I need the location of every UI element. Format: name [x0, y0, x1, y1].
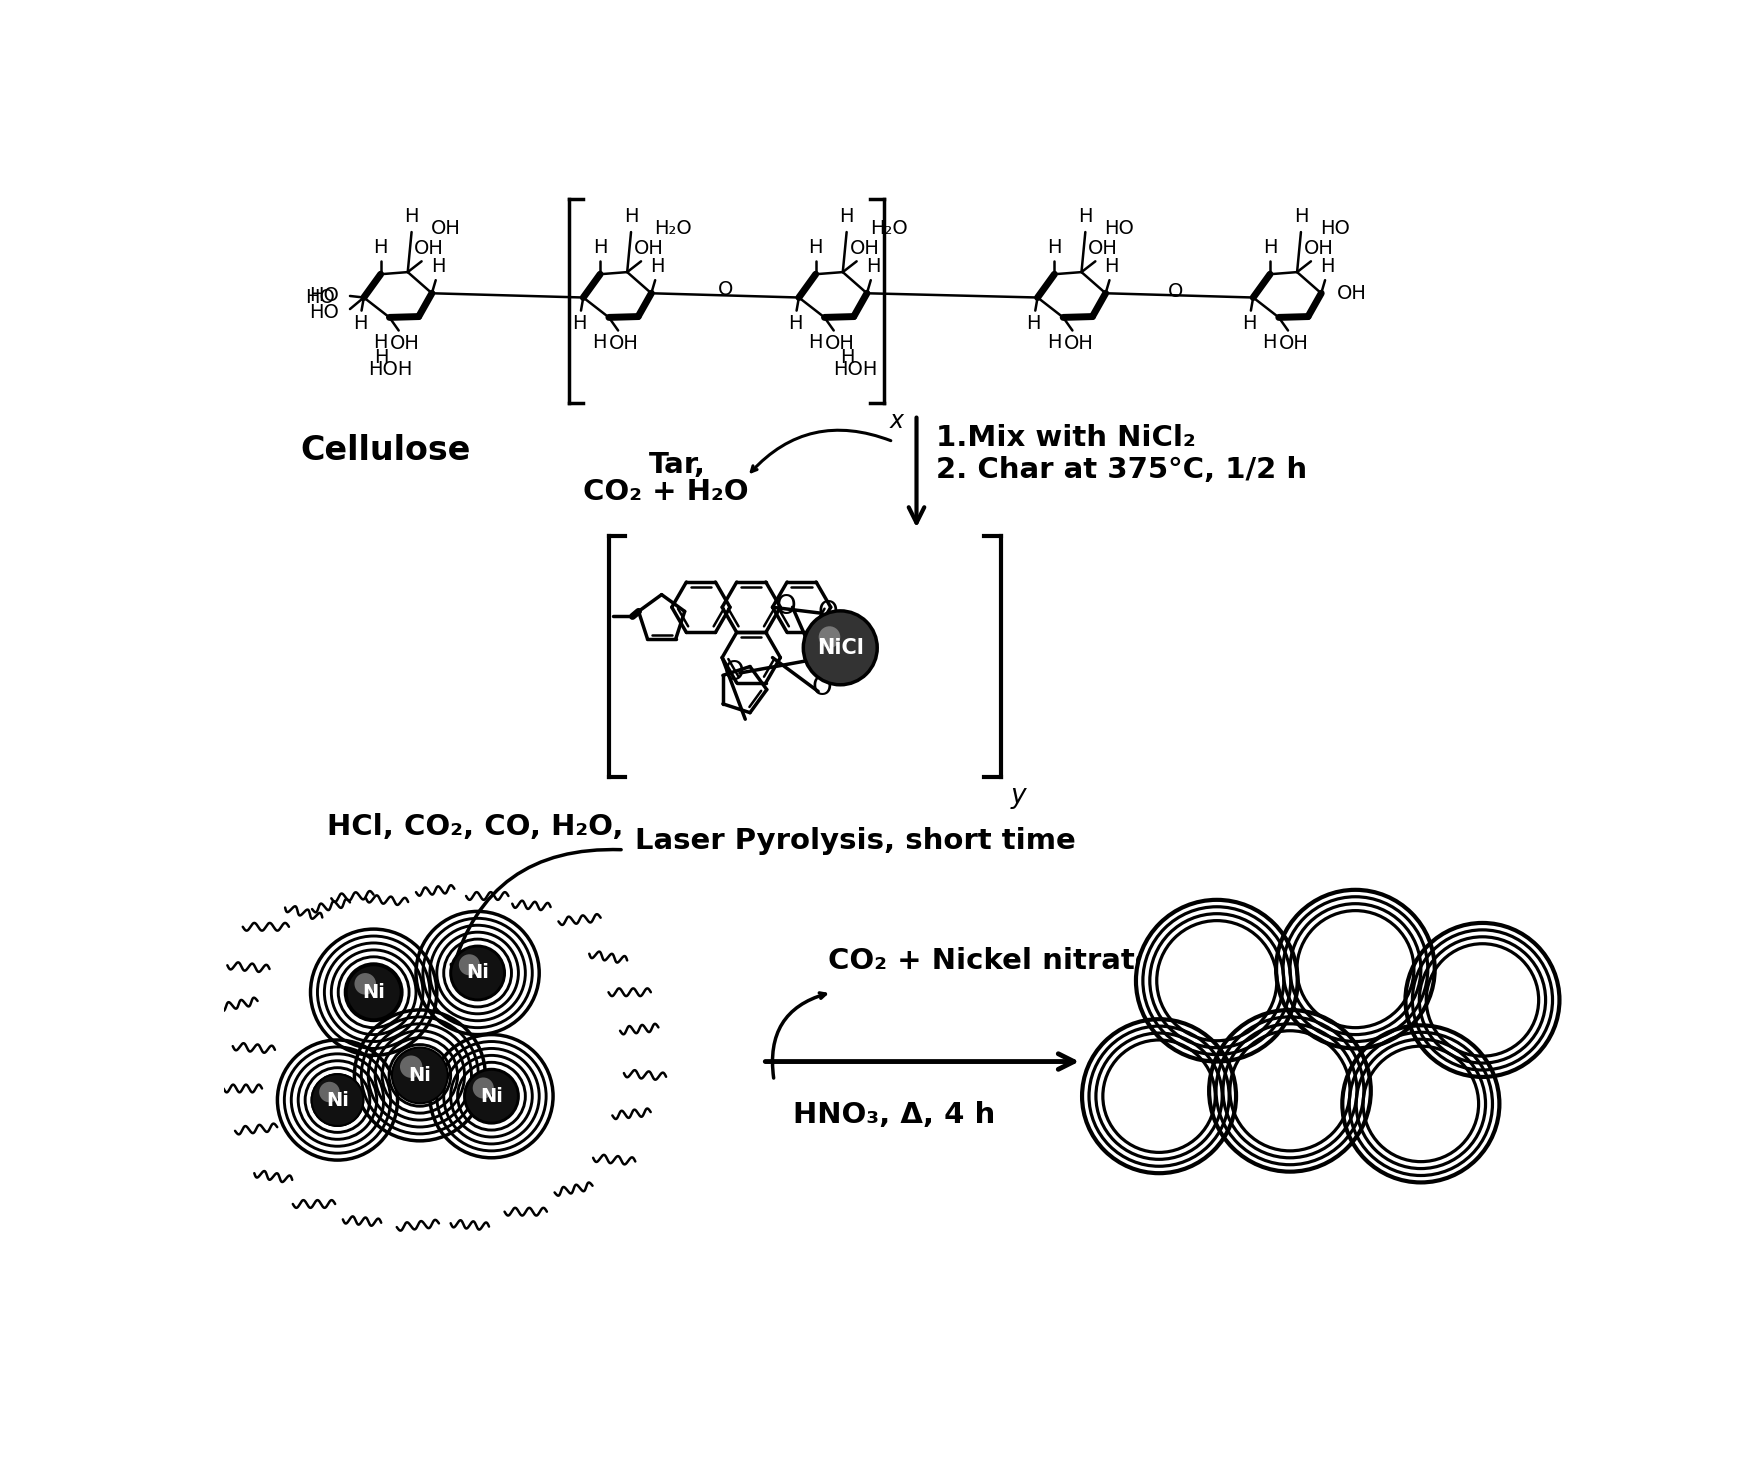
Circle shape [1210, 1009, 1371, 1172]
Text: HOH: HOH [368, 359, 412, 378]
Text: O: O [1167, 282, 1183, 301]
Text: H: H [1294, 207, 1308, 226]
Text: H: H [1078, 207, 1092, 226]
Text: Cellulose: Cellulose [300, 434, 470, 467]
Text: Ni: Ni [408, 1067, 431, 1086]
Text: HOH: HOH [833, 359, 876, 378]
Circle shape [1406, 923, 1560, 1077]
Text: OH: OH [389, 334, 419, 354]
Circle shape [354, 973, 377, 995]
Text: HO: HO [1104, 219, 1134, 238]
Text: O: O [724, 660, 743, 687]
Text: H: H [1047, 333, 1061, 352]
Text: H: H [1243, 314, 1257, 333]
Circle shape [1343, 1025, 1499, 1182]
Text: Ni: Ni [466, 964, 489, 983]
Text: H: H [1027, 314, 1041, 333]
Text: O: O [817, 600, 838, 626]
Text: H: H [373, 238, 387, 257]
Text: Ni: Ni [363, 983, 386, 1002]
Circle shape [312, 1074, 363, 1127]
Text: Laser Pyrolysis, short time: Laser Pyrolysis, short time [635, 826, 1076, 855]
Circle shape [319, 1081, 340, 1102]
Text: H: H [1047, 238, 1062, 257]
Text: H: H [352, 314, 366, 333]
Text: 2. Char at 375°C, 1/2 h: 2. Char at 375°C, 1/2 h [936, 456, 1308, 484]
Text: O: O [717, 280, 733, 299]
Text: H: H [593, 238, 607, 257]
Text: H: H [787, 314, 803, 333]
Text: HCl, CO₂, CO, H₂O,: HCl, CO₂, CO, H₂O, [328, 813, 624, 841]
Text: H: H [571, 314, 587, 333]
Text: OH: OH [431, 219, 461, 238]
Text: O: O [812, 675, 833, 701]
Text: O: O [777, 594, 798, 621]
Text: H: H [840, 348, 854, 367]
Text: CO₂ + Nickel nitrate: CO₂ + Nickel nitrate [827, 948, 1155, 976]
Circle shape [1136, 899, 1297, 1062]
Text: H: H [808, 238, 822, 257]
Text: OH: OH [610, 334, 640, 354]
Circle shape [1276, 890, 1434, 1049]
Text: Tar,: Tar, [649, 450, 706, 478]
Text: OH: OH [1336, 283, 1367, 302]
Text: OH: OH [850, 239, 880, 258]
Text: OH: OH [1089, 239, 1118, 258]
Circle shape [347, 965, 401, 1020]
Text: H: H [624, 207, 638, 226]
Text: H: H [866, 257, 880, 276]
Text: HNO₃, Δ, 4 h: HNO₃, Δ, 4 h [794, 1102, 996, 1130]
Text: H: H [650, 257, 664, 276]
Text: H: H [373, 348, 389, 367]
Text: HO: HO [1320, 219, 1350, 238]
Text: OH: OH [1280, 334, 1309, 354]
Circle shape [393, 1047, 447, 1103]
Text: Ni: Ni [326, 1090, 349, 1109]
Text: OH: OH [414, 239, 444, 258]
Circle shape [473, 1077, 494, 1099]
Text: H: H [405, 207, 419, 226]
Text: NiCl: NiCl [817, 638, 864, 657]
Circle shape [400, 1055, 422, 1078]
Text: OH: OH [635, 239, 664, 258]
Text: H: H [373, 333, 387, 352]
Circle shape [819, 626, 840, 648]
Text: CO₂ + H₂O: CO₂ + H₂O [584, 478, 749, 506]
Text: H: H [840, 207, 854, 226]
Text: OH: OH [1064, 334, 1094, 354]
Text: H₂O: H₂O [869, 219, 908, 238]
Text: HO: HO [309, 286, 338, 305]
Text: y: y [1010, 783, 1026, 808]
Text: OH: OH [826, 334, 855, 354]
Text: HO: HO [305, 288, 335, 307]
Text: H: H [808, 333, 822, 352]
Text: H: H [431, 257, 445, 276]
Text: H: H [593, 333, 607, 352]
Circle shape [465, 1069, 517, 1122]
Text: H: H [1104, 257, 1118, 276]
Text: 1.Mix with NiCl₂: 1.Mix with NiCl₂ [936, 424, 1196, 452]
Text: H: H [1262, 333, 1276, 352]
Text: OH: OH [1304, 239, 1334, 258]
Circle shape [1082, 1020, 1236, 1174]
Text: H: H [1320, 257, 1334, 276]
Text: H₂O: H₂O [654, 219, 692, 238]
Circle shape [803, 610, 876, 685]
Text: HO: HO [309, 304, 338, 323]
Text: x: x [891, 409, 905, 433]
Text: H: H [1262, 238, 1278, 257]
Circle shape [451, 946, 505, 999]
Circle shape [459, 954, 480, 976]
Text: Ni: Ni [480, 1087, 503, 1106]
